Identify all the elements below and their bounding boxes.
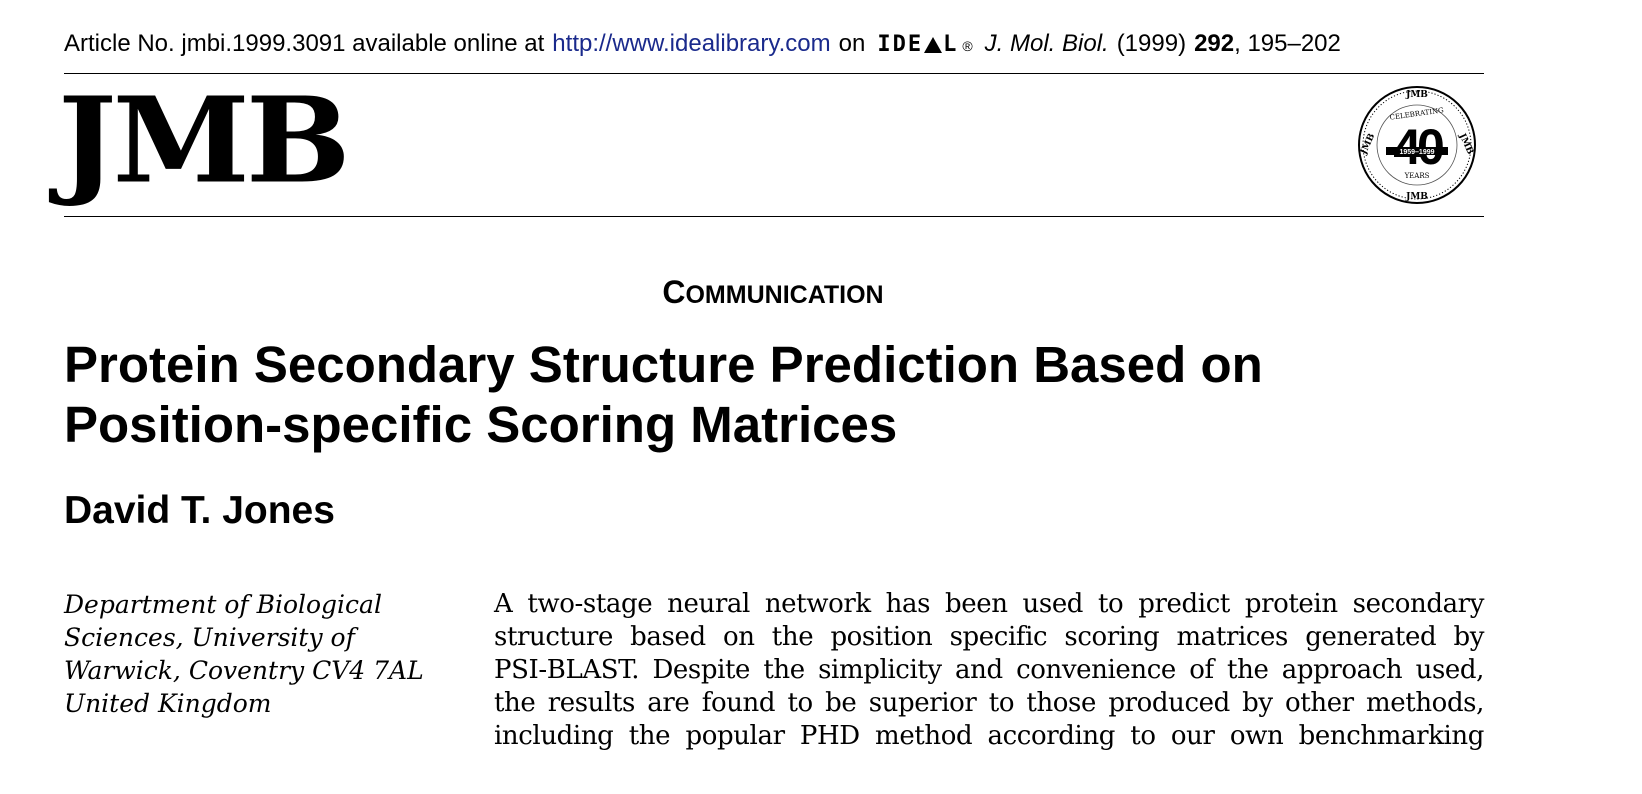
journal-year: (1999): [1116, 30, 1187, 57]
running-header: Article No. jmbi.1999.3091 available onl…: [64, 27, 1484, 63]
jmb-logo: JMB: [58, 72, 351, 211]
registered-mark: ®: [962, 38, 973, 54]
journal-pages: , 195–202: [1234, 30, 1341, 57]
title-line: Protein Secondary Structure Prediction B…: [64, 336, 1263, 393]
article-title: Protein Secondary Structure Prediction B…: [64, 335, 1504, 455]
seal-top-text: JMB: [1405, 90, 1428, 100]
journal-name: J. Mol. Biol.: [984, 30, 1109, 57]
abstract-line: the results are found to be superior to …: [494, 688, 1484, 718]
abstract-line: A two-stage neural network has been used…: [494, 589, 1484, 619]
section-label-initial: C: [662, 274, 686, 310]
seal-years-range: 1959–1999: [1399, 149, 1434, 156]
abstract-line: including the popular PHD method accordi…: [494, 721, 1484, 751]
abstract-line: PSI-BLAST. Despite the simplicity and co…: [494, 655, 1484, 685]
affiliation-line: Warwick, Coventry CV4 7AL: [64, 656, 424, 685]
affiliation-line: Department of Biological: [64, 590, 382, 619]
ideal-logo: IDE L: [877, 32, 959, 57]
section-label: COMMUNICATION: [0, 272, 1546, 315]
anniversary-seal-icon: JMB JMB JMB JMB CELEBRATING 40 1959–1999…: [1358, 86, 1476, 204]
ideal-hat-icon: [924, 37, 943, 53]
header-rule-top: [64, 73, 1484, 74]
article-number: Article No. jmbi.1999.3091 available onl…: [64, 30, 545, 57]
header-rule-bottom: [64, 216, 1484, 217]
affiliation-line: Sciences, University of: [64, 623, 355, 652]
abstract: A two-stage neural network has been used…: [494, 588, 1484, 753]
title-line: Position-specific Scoring Matrices: [64, 396, 898, 453]
affiliation-line: United Kingdom: [64, 689, 272, 718]
library-url-link[interactable]: http://www.idealibrary.com: [552, 30, 831, 57]
journal-volume: 292: [1194, 30, 1235, 57]
section-label-rest: OMMUNICATION: [685, 281, 884, 309]
seal-years-text: YEARS: [1404, 172, 1430, 180]
abstract-line: structure based on the position specific…: [494, 622, 1484, 652]
author-affiliation: Department of Biological Sciences, Unive…: [64, 588, 464, 720]
seal-bottom-text: JMB: [1405, 192, 1428, 202]
on-text: on: [838, 30, 866, 57]
author-name: David T. Jones: [64, 489, 335, 532]
